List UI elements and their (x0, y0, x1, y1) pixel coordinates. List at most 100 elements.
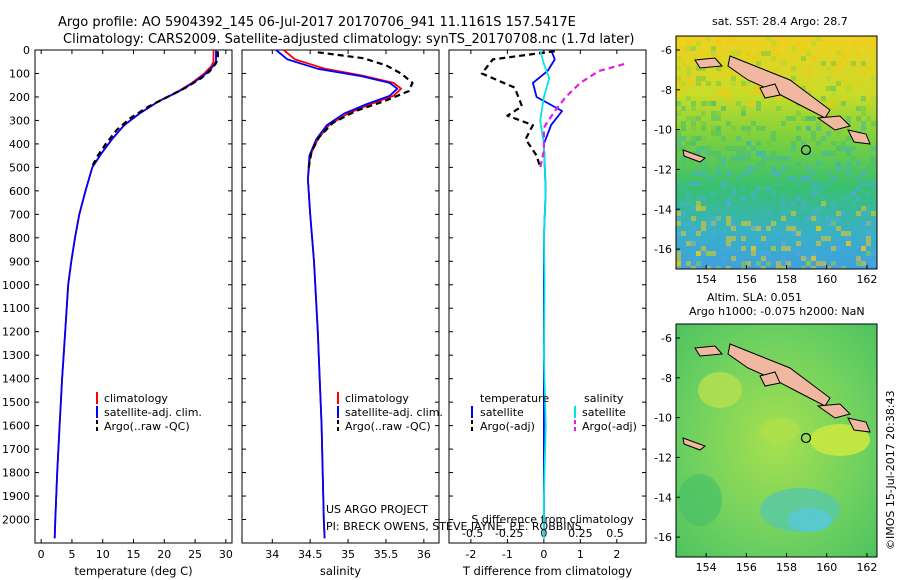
sst-pixel (681, 51, 686, 56)
series-line-satellite (539, 49, 551, 539)
sst-pixel (686, 181, 691, 186)
sst-pixel (776, 231, 781, 236)
sst-pixel (761, 236, 766, 241)
sst-pixel (856, 261, 861, 266)
sst-pixel (741, 146, 746, 151)
sst-pixel (791, 146, 796, 151)
sst-pixel (821, 136, 826, 141)
sst-pixel (751, 146, 756, 151)
pi-credit: PI: BRECK OWENS, STEVE JAYNE, P.E. ROBBI… (326, 520, 582, 533)
map-x-tick-label: 158 (776, 561, 797, 574)
sst-pixel (796, 136, 801, 141)
map-y-tick-label: -16 (654, 531, 672, 544)
sst-pixel (836, 81, 841, 86)
sst-pixel (771, 221, 776, 226)
sst-pixel (716, 71, 721, 76)
sst-pixel (736, 136, 741, 141)
sst-pixel (786, 36, 791, 41)
sst-pixel (686, 66, 691, 71)
sst-pixel (711, 216, 716, 221)
sst-pixel (696, 171, 701, 176)
sst-pixel (756, 126, 761, 131)
sst-pixel (796, 46, 801, 51)
sst-pixel (686, 41, 691, 46)
sst-pixel (676, 146, 681, 151)
sst-pixel (861, 126, 866, 131)
sst-pixel (726, 146, 731, 151)
sst-pixel (806, 176, 811, 181)
sst-pixel (721, 91, 726, 96)
sst-pixel (761, 96, 766, 101)
sst-pixel (676, 131, 681, 136)
sst-pixel (751, 56, 756, 61)
sst-pixel (811, 56, 816, 61)
salinity-legend: climatology satellite-adj. clim. Argo(..… (337, 392, 443, 433)
sst-pixel (831, 71, 836, 76)
sst-pixel (756, 106, 761, 111)
sst-pixel (756, 91, 761, 96)
sst-pixel (676, 101, 681, 106)
temperature-plot: 0 5 10 15 20 25 300100200300400500600700800900… (2, 44, 233, 578)
sst-pixel (756, 161, 761, 166)
sst-pixel (791, 116, 796, 121)
sst-pixel (791, 56, 796, 61)
sst-pixel (871, 121, 876, 126)
sst-pixel (866, 181, 871, 186)
sst-map-field (676, 36, 877, 269)
temperature-panel-frame (34, 49, 233, 544)
sst-pixel (781, 166, 786, 171)
sst-pixel (696, 81, 701, 86)
y-tick-label: 900 (9, 255, 30, 268)
sst-pixel (821, 201, 826, 206)
map-y-tick-label: -16 (654, 243, 672, 256)
sst-pixel (751, 226, 756, 231)
sst-pixel (856, 186, 861, 191)
sst-pixel (831, 206, 836, 211)
sst-pixel (791, 36, 796, 41)
sst-pixel (826, 181, 831, 186)
sst-pixel (821, 206, 826, 211)
sst-pixel (856, 81, 861, 86)
sst-pixel (686, 81, 691, 86)
sst-pixel (836, 51, 841, 56)
sst-pixel (761, 161, 766, 166)
sst-pixel (681, 211, 686, 216)
sst-pixel (711, 231, 716, 236)
sst-pixel (816, 226, 821, 231)
sst-pixel (866, 231, 871, 236)
map-y-tick-label: -14 (654, 203, 672, 216)
sst-pixel (816, 141, 821, 146)
sst-pixel (741, 156, 746, 161)
sst-pixel (801, 56, 806, 61)
y-tick-label: 100 (9, 67, 30, 80)
sst-pixel (776, 66, 781, 71)
sst-pixel (801, 116, 806, 121)
sst-pixel (756, 61, 761, 66)
sst-pixel (806, 71, 811, 76)
legend-clim-label: climatology (345, 392, 409, 405)
sst-pixel (686, 241, 691, 246)
sst-pixel (706, 216, 711, 221)
sst-map-title: sat. SST: 28.4 Argo: 28.7 (712, 15, 848, 28)
sst-pixel (741, 261, 746, 266)
sst-pixel (786, 221, 791, 226)
sst-pixel (861, 106, 866, 111)
sst-pixel (741, 111, 746, 116)
sst-pixel (846, 231, 851, 236)
sst-pixel (726, 246, 731, 251)
sst-pixel (796, 231, 801, 236)
sst-pixel (731, 186, 736, 191)
sst-pixel (856, 66, 861, 71)
sst-pixel (851, 166, 856, 171)
sst-pixel (706, 221, 711, 226)
sla-land (682, 343, 871, 451)
sla-map-axes: 154 156 158 160 162 -6 -8 -10 -12 -14 -16 (654, 332, 877, 574)
sst-pixel (861, 211, 866, 216)
sst-pixel (801, 266, 806, 269)
sst-pixel (756, 141, 761, 146)
sst-pixel (686, 261, 691, 266)
sst-pixel (781, 156, 786, 161)
sst-pixel (711, 46, 716, 51)
sst-pixel (796, 181, 801, 186)
sst-pixel (686, 76, 691, 81)
